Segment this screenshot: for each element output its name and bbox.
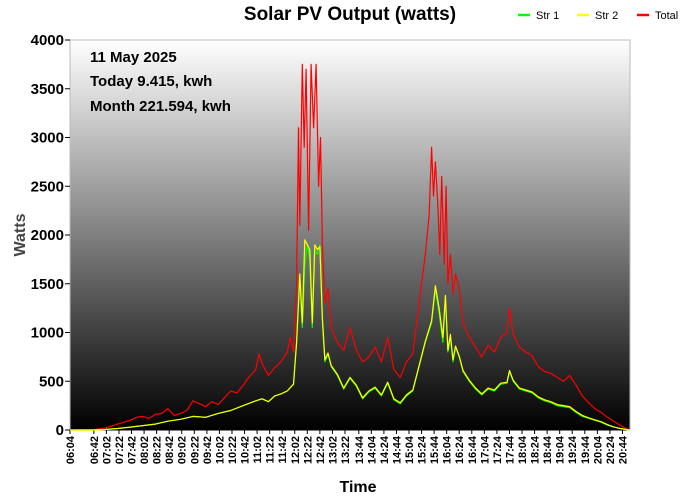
x-tick-label: 13:44 bbox=[354, 435, 366, 464]
x-tick-label: 18:24 bbox=[530, 435, 542, 464]
annotation-today: Today 9.415, kwh bbox=[90, 73, 212, 90]
x-tick-label: 14:24 bbox=[379, 435, 391, 464]
y-tick-label: 1500 bbox=[31, 276, 64, 293]
y-tick-label: 3000 bbox=[31, 130, 64, 147]
x-tick-label: 08:42 bbox=[164, 436, 176, 464]
series-lines bbox=[69, 63, 631, 431]
x-tick-label: 07:22 bbox=[114, 436, 126, 464]
annotation-month: Month 221.594, kwh bbox=[90, 98, 231, 115]
x-tick-label: 17:24 bbox=[492, 435, 504, 464]
chart-title: Solar PV Output (watts) bbox=[244, 4, 456, 25]
legend-label: Total bbox=[655, 10, 678, 22]
x-tick-label: 12:02 bbox=[290, 436, 302, 464]
x-tick-label: 19:24 bbox=[567, 435, 579, 464]
x-tick-label: 18:04 bbox=[517, 435, 529, 464]
x-tick-label: 11:22 bbox=[265, 436, 277, 464]
x-tick-label: 09:42 bbox=[202, 436, 214, 464]
x-tick-label: 20:24 bbox=[605, 435, 617, 464]
x-tick-label: 15:24 bbox=[417, 435, 429, 464]
x-tick-label: 19:04 bbox=[555, 435, 567, 464]
x-tick-label: 17:44 bbox=[504, 435, 516, 464]
x-tick-label: 15:44 bbox=[429, 435, 441, 464]
y-tick-label: 3500 bbox=[31, 81, 64, 98]
legend-label: Str 1 bbox=[536, 10, 559, 22]
x-tick-label: 10:42 bbox=[240, 436, 252, 464]
x-tick-label: 19:44 bbox=[580, 435, 592, 464]
series-line-total bbox=[69, 63, 631, 431]
x-tick-label: 07:42 bbox=[127, 436, 139, 464]
x-tick-label: 10:02 bbox=[214, 436, 226, 464]
x-tick-label: 20:44 bbox=[617, 435, 629, 464]
x-tick-label: 14:04 bbox=[366, 435, 378, 464]
x-tick-label: 13:22 bbox=[340, 436, 352, 464]
x-tick-label: 07:02 bbox=[101, 436, 113, 464]
x-tick-label: 18:44 bbox=[542, 435, 554, 464]
x-axis: 06:04 06:42 07:02 07:22 07:42 08:02 08:22 08:42… bbox=[65, 429, 630, 464]
plot-area bbox=[69, 39, 631, 431]
legend: Str 1 Str 2 Total bbox=[518, 10, 678, 22]
x-tick-label: 08:02 bbox=[139, 436, 151, 464]
x-tick-label: 16:24 bbox=[454, 435, 466, 464]
x-tick-label: 16:44 bbox=[467, 435, 479, 464]
x-tick-label: 11:02 bbox=[252, 436, 264, 464]
x-tick-label: 06:42 bbox=[89, 436, 101, 464]
x-axis-label: Time bbox=[339, 479, 376, 496]
y-tick-label: 2500 bbox=[31, 178, 64, 195]
y-tick-label: 1000 bbox=[31, 325, 64, 342]
x-tick-label: 11:42 bbox=[277, 436, 289, 464]
x-tick-label: 17:04 bbox=[479, 435, 491, 464]
x-tick-label: 09:22 bbox=[189, 436, 201, 464]
x-tick-label: 06:04 bbox=[65, 435, 77, 464]
x-tick-label: 09:02 bbox=[177, 436, 189, 464]
y-tick-label: 4000 bbox=[31, 32, 64, 49]
y-axis-label: Watts bbox=[12, 213, 29, 256]
x-tick-label: 13:02 bbox=[327, 436, 339, 464]
annotation-date: 11 May 2025 bbox=[90, 49, 177, 66]
x-tick-label: 14:44 bbox=[391, 435, 403, 464]
x-tick-label: 10:22 bbox=[227, 436, 239, 464]
y-tick-label: 2000 bbox=[31, 227, 64, 244]
series-line-str-2 bbox=[70, 239, 631, 431]
x-tick-label: 16:04 bbox=[442, 435, 454, 464]
x-tick-label: 15:04 bbox=[404, 435, 416, 464]
x-tick-label: 20:04 bbox=[592, 435, 604, 464]
x-tick-label: 08:22 bbox=[152, 436, 164, 464]
legend-label: Str 2 bbox=[595, 10, 618, 22]
y-tick-label: 0 bbox=[56, 422, 64, 439]
y-axis: 0 500 1000 1500 2000 2500 3000 3500 4000 bbox=[31, 32, 70, 439]
x-tick-label: 12:22 bbox=[302, 436, 314, 464]
y-tick-label: 500 bbox=[39, 373, 64, 390]
x-tick-label: 12:42 bbox=[315, 436, 327, 464]
